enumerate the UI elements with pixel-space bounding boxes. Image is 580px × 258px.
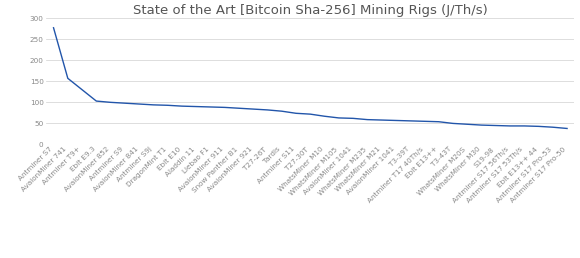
Title: State of the Art [Bitcoin Sha-256] Mining Rigs (J/Th/s): State of the Art [Bitcoin Sha-256] Minin… [133,4,488,17]
